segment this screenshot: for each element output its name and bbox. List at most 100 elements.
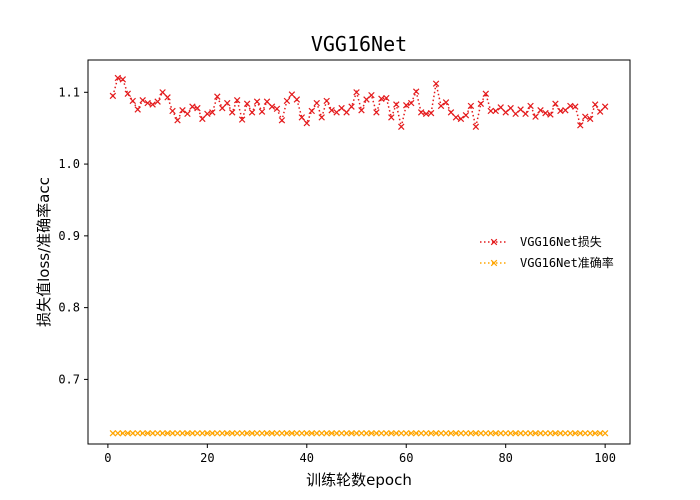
- chart-title: VGG16Net: [311, 32, 407, 56]
- data-point: [169, 107, 176, 115]
- data-point: [567, 430, 574, 437]
- data-point: [189, 430, 196, 437]
- series-line: [112, 77, 606, 128]
- x-tick-label: 40: [300, 451, 314, 465]
- data-point: [263, 430, 271, 437]
- data-point: [184, 430, 191, 437]
- data-point: [323, 97, 330, 105]
- data-point: [164, 94, 171, 101]
- data-point: [383, 430, 390, 437]
- data-point: [437, 102, 445, 110]
- x-tick-label: 60: [399, 451, 413, 465]
- data-point: [333, 430, 340, 437]
- data-point: [527, 102, 534, 110]
- data-point: [507, 104, 514, 112]
- y-tick-label: 0.8: [58, 301, 80, 315]
- data-point: [427, 109, 435, 117]
- data-point: [224, 430, 231, 437]
- data-point: [547, 111, 554, 118]
- data-point: [268, 103, 276, 110]
- legend: VGG16Net损失 VGG16Net准确率: [480, 234, 614, 270]
- data-point: [586, 430, 594, 437]
- legend-label: VGG16Net准确率: [520, 255, 614, 270]
- data-point: [184, 110, 191, 118]
- data-point: [457, 430, 465, 437]
- y-tick-label: 0.7: [58, 372, 80, 386]
- data-point: [238, 430, 246, 437]
- data-point: [577, 122, 584, 129]
- series-layer: [109, 74, 609, 437]
- data-point: [124, 90, 132, 97]
- y-tick-label: 1.0: [58, 157, 80, 171]
- data-point: [353, 89, 360, 96]
- y-tick-label: 1.1: [58, 85, 80, 99]
- data-point: [139, 430, 146, 437]
- data-point: [144, 430, 151, 437]
- data-point: [497, 104, 504, 111]
- data-point: [283, 97, 291, 105]
- data-point: [596, 430, 604, 437]
- data-point: [214, 93, 221, 100]
- data-point: [313, 430, 320, 437]
- data-point: [552, 100, 559, 108]
- data-point: [248, 109, 256, 116]
- data-point: [577, 430, 584, 437]
- data-point: [497, 430, 504, 437]
- data-point: [109, 92, 117, 100]
- data-point: [204, 430, 211, 437]
- data-point: [343, 109, 350, 116]
- data-point: [572, 103, 579, 110]
- data-point: [243, 100, 251, 108]
- data-point: [407, 430, 415, 437]
- data-point: [278, 430, 286, 437]
- data-point: [487, 107, 494, 115]
- data-point: [437, 430, 445, 437]
- data-point: [403, 101, 410, 109]
- data-point: [591, 430, 599, 437]
- data-point: [233, 430, 241, 437]
- data-point: [596, 108, 604, 115]
- data-point: [219, 430, 226, 437]
- x-tick-label: 0: [104, 451, 111, 465]
- data-point: [298, 114, 306, 121]
- data-point: [154, 98, 161, 105]
- axis-ticks: 0 20 40 60 80 100 0.7 0.8 0.9 1.0 1.1: [58, 85, 616, 465]
- legend-item: VGG16Net准确率: [480, 255, 614, 270]
- data-point: [412, 430, 420, 437]
- x-tick-label: 20: [200, 451, 214, 465]
- data-point: [442, 430, 450, 437]
- data-point: [492, 430, 499, 437]
- data-point: [323, 430, 330, 437]
- data-point: [522, 110, 529, 118]
- data-point: [288, 430, 296, 437]
- data-point: [462, 112, 470, 119]
- data-point: [532, 430, 539, 437]
- data-point: [219, 104, 226, 112]
- data-point: [273, 105, 281, 113]
- data-point: [169, 430, 176, 437]
- data-point: [214, 430, 221, 437]
- data-point: [582, 113, 589, 120]
- data-point: [164, 430, 171, 437]
- data-point: [328, 107, 335, 114]
- data-point: [477, 100, 485, 108]
- data-point: [114, 430, 122, 437]
- data-point: [278, 117, 286, 124]
- data-point: [114, 74, 122, 82]
- data-point: [422, 110, 430, 118]
- data-point: [368, 91, 375, 99]
- data-point: [273, 430, 281, 437]
- data-point: [224, 99, 231, 107]
- data-point: [154, 430, 161, 437]
- data-point: [228, 430, 236, 437]
- data-point: [403, 430, 410, 437]
- data-point: [417, 109, 425, 116]
- data-point: [487, 430, 494, 437]
- data-point: [149, 430, 156, 437]
- data-point: [502, 430, 509, 437]
- data-point: [601, 430, 609, 437]
- data-point: [228, 109, 236, 116]
- series-loss: [109, 74, 609, 130]
- series-accuracy: [109, 430, 609, 437]
